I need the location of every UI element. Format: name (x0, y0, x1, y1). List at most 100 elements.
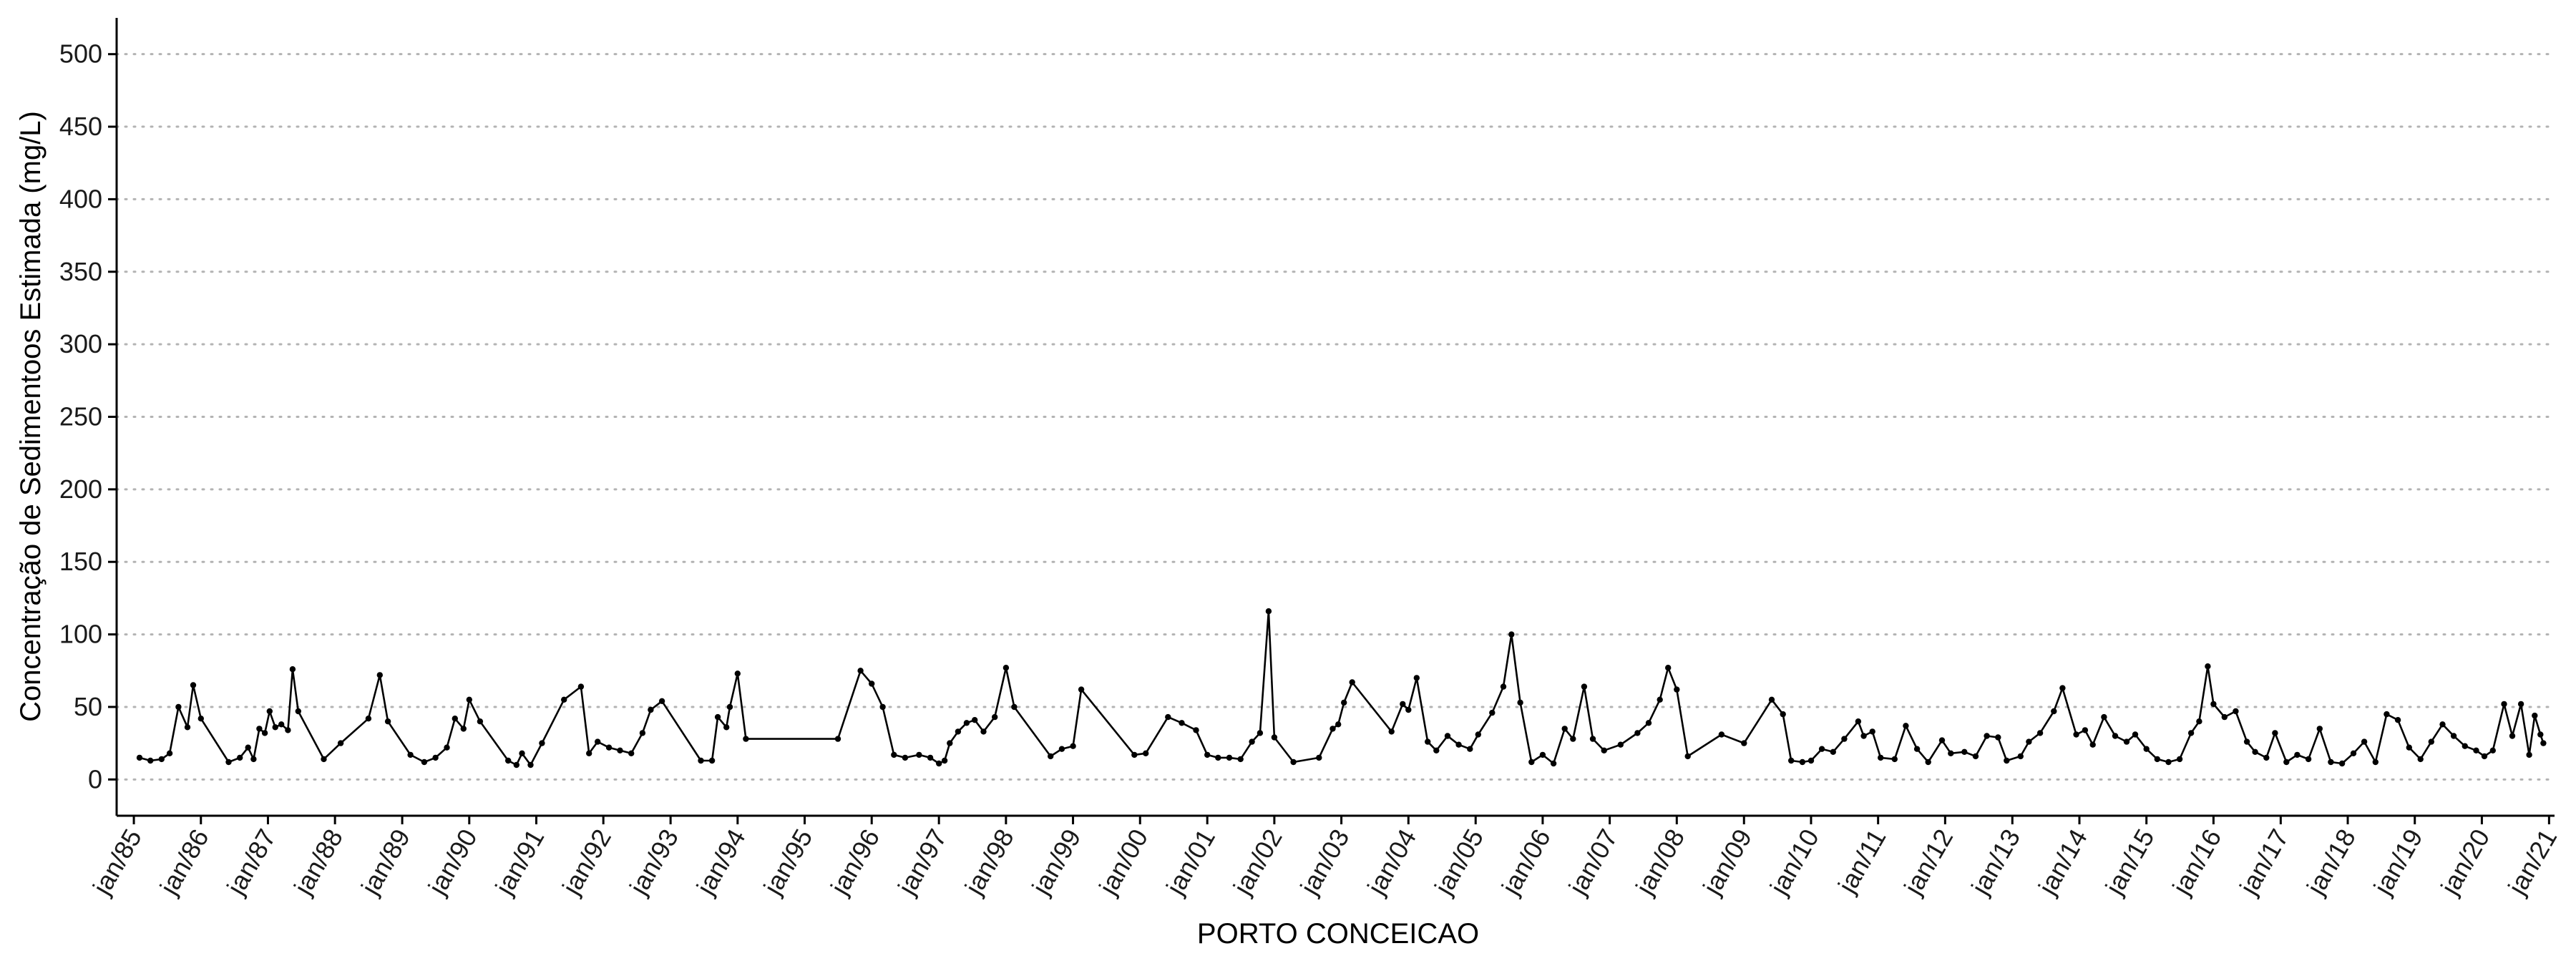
x-tick-label: jan/20 (2434, 824, 2495, 900)
data-point (1925, 758, 1931, 766)
data-point (477, 718, 484, 725)
data-point (2233, 708, 2239, 715)
data-point (2059, 685, 2066, 691)
data-point (2132, 731, 2139, 738)
data-point (2123, 738, 2130, 745)
data-point (1539, 751, 1546, 758)
data-point (834, 736, 841, 742)
y-tick-label: 250 (59, 402, 102, 431)
data-point (365, 716, 372, 722)
data-point (2338, 760, 2346, 767)
data-point (407, 751, 414, 758)
x-ticks: jan/85 jan/86 jan/87 jan/88 jan/89 jan/90 jan/… (87, 816, 2562, 900)
x-tick-label: jan/86 (154, 824, 215, 900)
data-point (1500, 683, 1507, 690)
data-point (225, 758, 232, 766)
x-tick-label: jan/95 (757, 824, 818, 900)
data-point (1226, 754, 1233, 761)
data-point (1215, 754, 1221, 761)
data-point (1249, 738, 1255, 745)
data-point (2036, 730, 2044, 736)
data-point (561, 696, 567, 703)
data-point (175, 703, 182, 711)
data-point (2221, 713, 2228, 721)
y-tick-label: 0 (88, 764, 102, 794)
data-point (1165, 713, 1171, 721)
data-point (2051, 708, 2057, 715)
data-point (2450, 733, 2457, 739)
data-point (245, 744, 251, 751)
data-point (2361, 738, 2368, 745)
data-point (460, 726, 467, 732)
data-point (1948, 750, 1954, 757)
data-point (2372, 758, 2379, 766)
data-point (2489, 747, 2496, 754)
data-point (337, 740, 344, 746)
data-point (321, 756, 327, 763)
data-point (1433, 747, 1440, 754)
data-point (1517, 699, 1523, 706)
data-point (648, 706, 654, 713)
data-point (1799, 758, 1806, 766)
x-tick-label: jan/17 (2233, 824, 2294, 900)
series-points (136, 608, 2547, 769)
x-tick-label: jan/08 (1629, 824, 1690, 900)
x-tick-label: jan/12 (1898, 824, 1958, 900)
data-point (2252, 748, 2258, 756)
data-point (2205, 663, 2211, 670)
data-point (1995, 734, 2001, 741)
x-tick-label: jan/19 (2368, 824, 2429, 900)
data-point (376, 672, 383, 678)
x-tick-label: jan/07 (1562, 824, 1623, 900)
data-point (513, 761, 519, 769)
data-point (879, 703, 886, 711)
data-point (505, 757, 512, 764)
data-point (1788, 757, 1795, 764)
data-point (955, 728, 962, 735)
data-point (2406, 744, 2412, 751)
data-point (1002, 665, 1010, 671)
y-tick-label: 450 (59, 112, 102, 141)
data-point (1179, 720, 1185, 726)
x-tick-label: jan/97 (892, 824, 952, 900)
data-point (1718, 731, 1725, 738)
data-point (927, 754, 934, 761)
data-point (1645, 720, 1652, 726)
data-point (2112, 733, 2119, 739)
x-tick-label: jan/94 (691, 824, 751, 900)
y-ticks: 0 50 100 150 200 250 300 350 400 450 500 (59, 39, 117, 794)
data-point (714, 713, 721, 721)
x-tick-label: jan/01 (1160, 824, 1221, 900)
data-point (2305, 756, 2312, 763)
data-point (1475, 731, 1481, 738)
data-point (1341, 699, 1347, 706)
data-point (2143, 746, 2150, 752)
data-point (256, 726, 263, 732)
data-point (190, 682, 197, 688)
data-point (261, 730, 268, 736)
x-tick-label: jan/89 (355, 824, 416, 900)
data-point (1058, 746, 1065, 752)
data-point (1330, 726, 1336, 732)
data-point (869, 680, 875, 687)
gridlines (115, 53, 2556, 781)
data-point (1913, 746, 1921, 752)
data-point (1489, 709, 1496, 716)
data-point (2517, 701, 2524, 708)
data-point (1634, 730, 1641, 736)
data-point (980, 728, 987, 735)
data-point (1405, 706, 1412, 713)
data-point (285, 727, 291, 733)
data-point (1425, 738, 1431, 745)
data-point (1807, 757, 1815, 764)
data-point (941, 757, 948, 764)
data-point (1855, 718, 1862, 725)
data-point (586, 750, 592, 757)
data-point (595, 738, 601, 745)
y-axis-title: Concentração de Sedimentoos Estimada (mg… (15, 111, 47, 722)
data-point (2350, 750, 2357, 757)
data-point (237, 754, 243, 761)
x-tick-label: jan/96 (824, 824, 885, 900)
data-point (1938, 737, 1946, 743)
